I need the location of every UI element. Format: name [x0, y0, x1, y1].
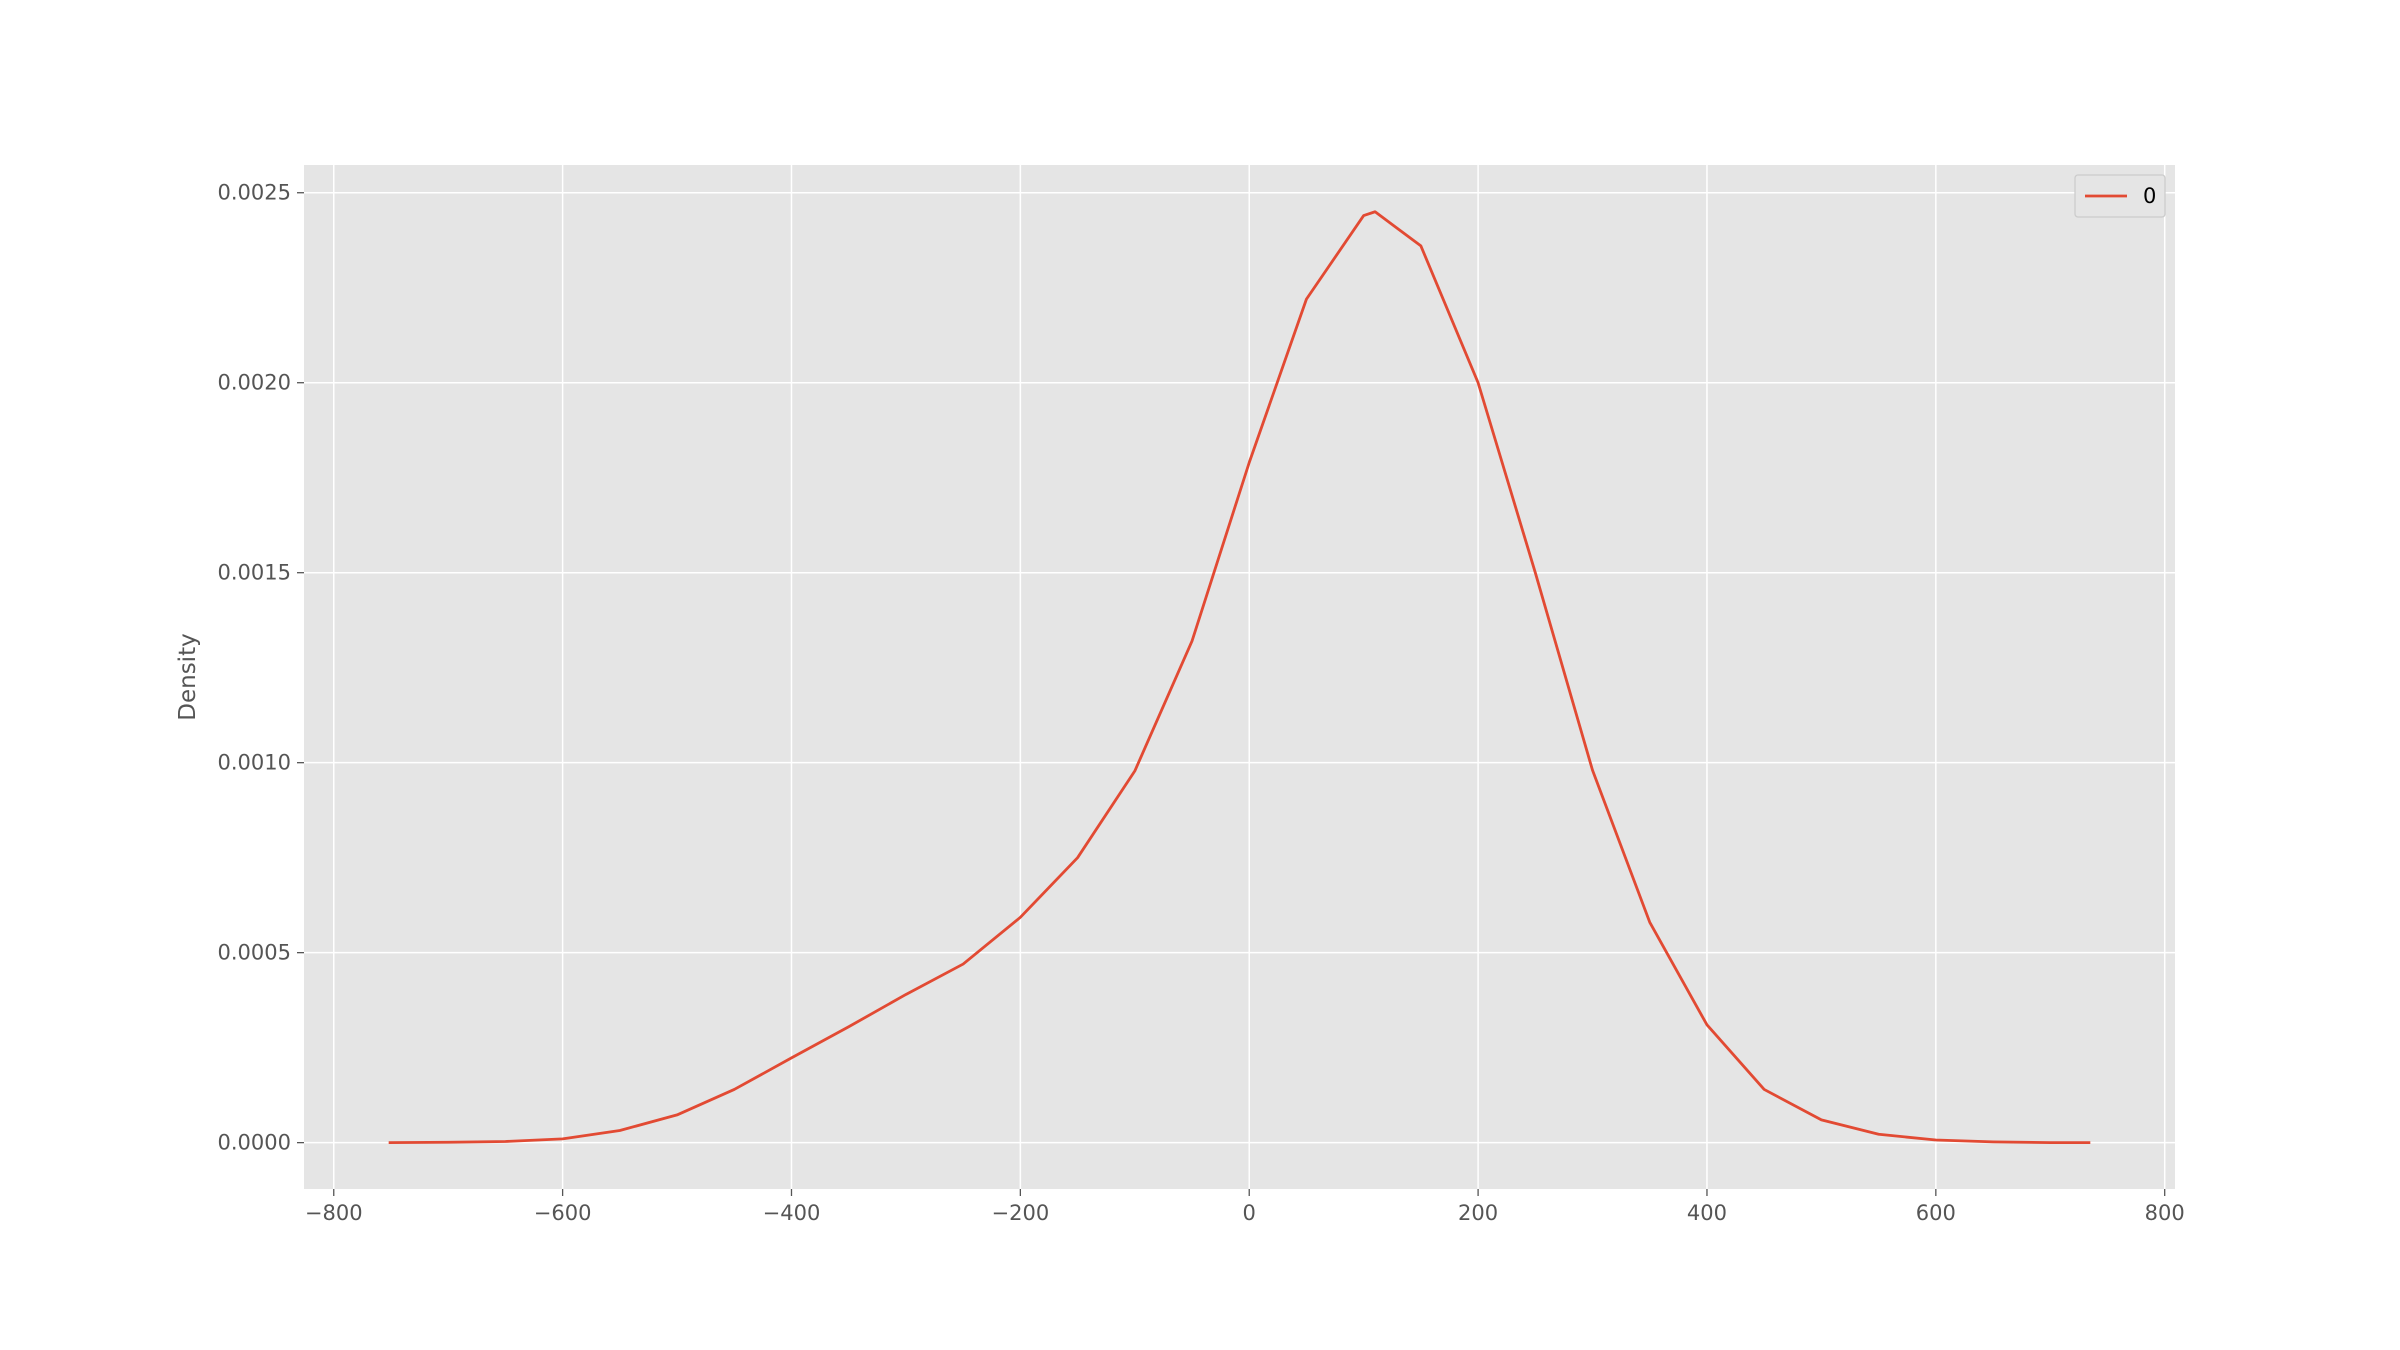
y-tick-label: 0.0025	[218, 181, 291, 205]
x-tick-label: −800	[305, 1201, 363, 1225]
plot-area	[304, 165, 2175, 1189]
y-tick-label: 0.0005	[218, 941, 291, 965]
x-tick-label: −600	[534, 1201, 592, 1225]
density-line	[388, 210, 2091, 1145]
legend-label: 0	[2143, 184, 2156, 208]
legend: 0	[2074, 174, 2166, 218]
y-tick-label: 0.0010	[218, 751, 291, 775]
x-tick-label: 0	[1243, 1201, 1256, 1225]
x-tick-label: 600	[1916, 1201, 1956, 1225]
y-tick-label: 0.0020	[218, 371, 291, 395]
x-tick-label: 200	[1458, 1201, 1498, 1225]
x-tick-label: −200	[992, 1201, 1050, 1225]
y-axis-label: Density	[175, 633, 201, 720]
y-tick-label: 0.0015	[218, 561, 291, 585]
x-tick-label: −400	[763, 1201, 821, 1225]
y-tick-label: 0.0000	[218, 1131, 291, 1155]
x-tick-label: 400	[1687, 1201, 1727, 1225]
x-tick-label: 800	[2145, 1201, 2185, 1225]
